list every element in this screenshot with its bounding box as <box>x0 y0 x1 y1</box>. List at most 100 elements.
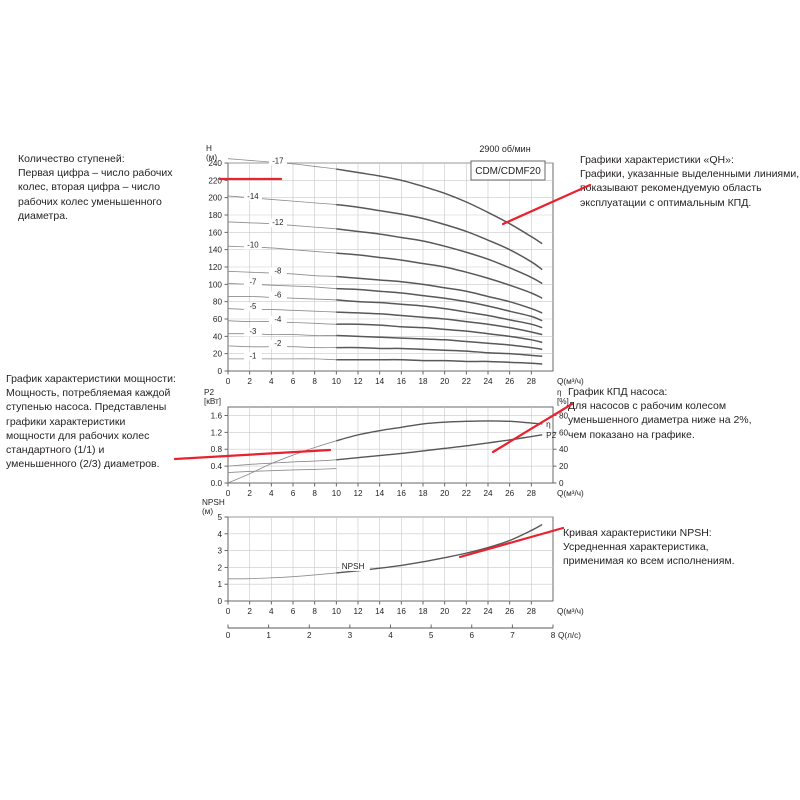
note-stages-title: Количество ступеней: <box>18 153 125 165</box>
qh-series-label--10: -10 <box>247 240 259 249</box>
note-stages-line-0: Первая цифра – число рабочих <box>18 167 173 180</box>
qh-series-label--5: -5 <box>249 302 257 311</box>
ytick-label-qh: 120 <box>208 263 222 272</box>
xtick-label-power-efficiency: 24 <box>483 489 493 498</box>
pe-curve-P2-reduced <box>227 468 337 473</box>
note-power-line-0: Мощность, потребляемая каждой <box>6 387 171 400</box>
xtick-label-npsh: 6 <box>291 607 296 616</box>
qh-label-bg <box>243 302 262 312</box>
note-npsh: Кривая характеристики NPSH: Усредненная … <box>563 526 800 569</box>
note-npsh-line-1: применимая ко всем исполнениям. <box>563 555 735 568</box>
xtick-label-qh: 16 <box>397 377 407 386</box>
ytick-label-npsh: 1 <box>217 580 222 589</box>
qh-label-bg <box>243 192 262 202</box>
yaxis-unit-npsh: (м) <box>202 507 213 516</box>
xtick-label-qh: 28 <box>527 377 537 386</box>
qh-curve-recommended--4 <box>336 323 543 344</box>
qh-label-bg <box>268 291 287 300</box>
pe-series-label-eta: η <box>546 420 551 429</box>
yaxis-title-power-efficiency: P2 <box>204 388 214 397</box>
ytick-label-qh: 200 <box>208 194 222 203</box>
qh-series-label--1: -1 <box>249 351 256 360</box>
qh-label-bg <box>243 352 262 361</box>
y2tick-label: 60 <box>559 428 569 437</box>
qh-series-label--14: -14 <box>247 192 259 201</box>
qh-curve-recommended--12 <box>336 228 543 285</box>
ytick-label-power-efficiency: 1.6 <box>211 411 223 420</box>
y2axis-unit: [%] <box>557 397 569 406</box>
xaxis-label-qh: Q(м³/ч) <box>557 377 584 386</box>
ytick-label-qh: 220 <box>208 176 222 185</box>
xtick-label-power-efficiency: 26 <box>505 489 515 498</box>
note-efficiency-line-0: Для насосов с рабочим колесом <box>568 400 727 413</box>
ytick-label-npsh: 5 <box>217 513 222 522</box>
yaxis-unit-qh: (м) <box>206 153 217 162</box>
ytick-label-qh: 60 <box>213 315 223 324</box>
yaxis-title-qh: H <box>206 144 212 153</box>
y2tick-label: 40 <box>559 445 569 454</box>
note-power-line-5: уменьшенного (2/3) диаметров. <box>6 458 160 471</box>
xaxis-label-power-efficiency: Q(м³/ч) <box>557 489 584 498</box>
xtick-label-qh: 8 <box>312 377 317 386</box>
xtick-label-power-efficiency: 12 <box>353 489 363 498</box>
ytick-label-power-efficiency: 1.2 <box>211 428 223 437</box>
note-qh-line-0: Графики, указанные выделенными линиями, <box>580 168 800 181</box>
xtick-label-power-efficiency: 20 <box>440 489 450 498</box>
xtick-label-npsh: 16 <box>397 607 407 616</box>
note-stages: Количество ступеней: Первая цифра – числ… <box>18 152 218 223</box>
xtick-label-qh: 20 <box>440 377 450 386</box>
xtick-label-npsh: 24 <box>483 607 493 616</box>
xtick-label-power-efficiency: 16 <box>397 489 407 498</box>
ytick-label-qh: 180 <box>208 211 222 220</box>
model-box <box>470 160 546 181</box>
npsh-label-bg <box>339 561 370 571</box>
xtick-label-npsh: 4 <box>269 607 274 616</box>
xtick-label-qh: 0 <box>226 377 231 386</box>
note-qh-line-2: эксплуатации с оптимальным КПД. <box>580 196 752 209</box>
npsh-curve-recommended <box>336 523 543 574</box>
note-npsh-title: Кривая характеристики NPSH: <box>563 527 712 539</box>
xtick-label-qh: 24 <box>483 377 493 386</box>
ytick-label-power-efficiency: 0.0 <box>211 479 223 488</box>
qh-label-bg <box>268 340 287 349</box>
secondary-xtick-label: 7 <box>510 631 515 640</box>
qh-series-label--6: -6 <box>274 291 281 300</box>
qh-curve-recommended--7 <box>336 287 543 322</box>
qh-series-label--4: -4 <box>274 315 282 324</box>
xtick-label-npsh: 28 <box>527 607 537 616</box>
y2axis-title: η <box>557 388 562 397</box>
note-power-line-2: графики характеристики <box>6 415 126 428</box>
note-efficiency-line-2: чем показано на графике. <box>568 428 695 441</box>
leader-power <box>173 448 332 461</box>
qh-curve-recommended--14 <box>336 203 543 271</box>
ytick-label-npsh: 0 <box>217 597 222 606</box>
xtick-label-npsh: 22 <box>462 607 472 616</box>
yaxis-title-npsh: NPSH <box>202 498 225 507</box>
qh-curve-recommended--8 <box>336 275 543 314</box>
npsh-curve <box>227 524 543 580</box>
note-efficiency-title: График КПД насоса: <box>568 386 668 398</box>
xtick-label-power-efficiency: 10 <box>332 489 342 498</box>
note-qh: Графики характеристики «QH»: Графики, ук… <box>580 153 800 210</box>
note-power-line-1: ступенью насоса. Представлены <box>6 401 167 414</box>
ytick-label-qh: 40 <box>213 332 223 341</box>
ytick-label-qh: 240 <box>208 159 222 168</box>
xtick-label-power-efficiency: 22 <box>462 489 472 498</box>
ytick-label-npsh: 4 <box>217 530 222 539</box>
ytick-label-power-efficiency: 0.4 <box>211 462 223 471</box>
plot-frame-npsh <box>227 516 554 602</box>
xtick-label-npsh: 2 <box>247 607 252 616</box>
npsh-series-label: NPSH <box>342 562 365 571</box>
xtick-label-qh: 22 <box>462 377 472 386</box>
secondary-xtick-label: 1 <box>266 631 271 640</box>
xtick-label-qh: 2 <box>247 377 252 386</box>
note-power: График характеристики мощности: Мощность… <box>6 372 202 471</box>
secondary-xtick-label: 6 <box>469 631 474 640</box>
y2tick-label: 20 <box>559 462 569 471</box>
note-efficiency: График КПД насоса: Для насосов с рабочим… <box>568 385 800 442</box>
leader-qh <box>501 183 592 226</box>
leader-npsh <box>458 526 565 559</box>
yaxis-unit-power-efficiency: [кВт] <box>204 397 221 406</box>
note-qh-line-1: показывают рекомендуемую область <box>580 182 762 195</box>
